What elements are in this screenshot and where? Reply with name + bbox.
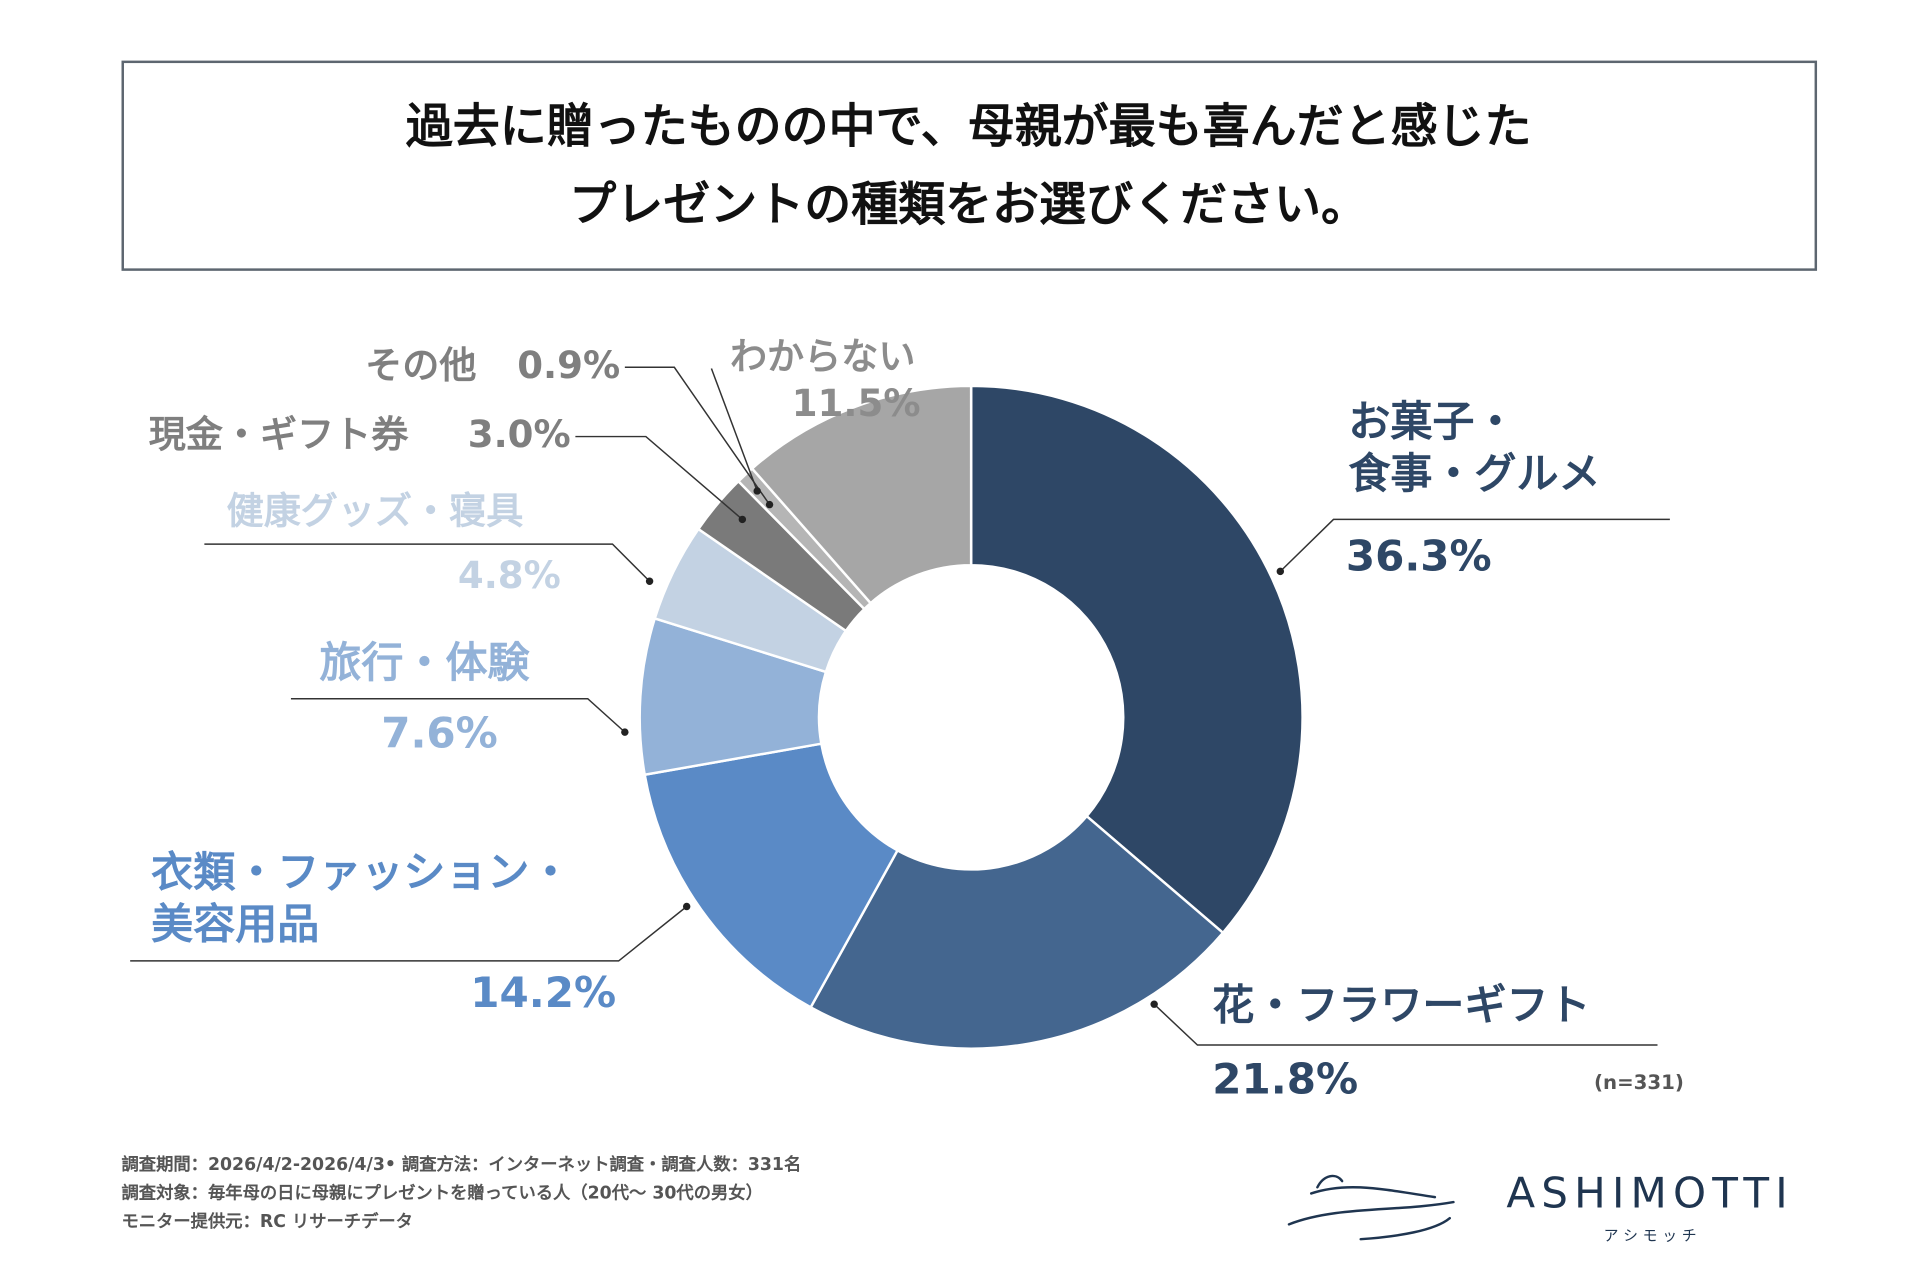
pie-slice bbox=[809, 814, 1225, 1050]
brand-logo-icon bbox=[1287, 1174, 1455, 1241]
leader-line bbox=[1153, 1003, 1658, 1046]
footnote: 調査期間：2026/4/2-2026/4/3• 調査方法：インターネット調査・調… bbox=[122, 1154, 802, 1175]
leader-dot bbox=[738, 515, 747, 524]
slice-label: お菓子・食事・グルメ bbox=[1348, 397, 1600, 498]
leader-line bbox=[624, 366, 771, 506]
chart-title: 過去に贈ったものの中で、母親が最も喜んだと感じた bbox=[406, 99, 1532, 154]
pie-slice bbox=[969, 384, 1304, 935]
logo-wave bbox=[1309, 1186, 1437, 1199]
slice-label: わからない bbox=[730, 335, 915, 378]
leader-line bbox=[130, 905, 688, 962]
footnote: 調査対象：毎年母の日に母親にプレゼントを贈っている人（20代〜 30代の男女） bbox=[122, 1182, 763, 1203]
pie-slice bbox=[750, 384, 973, 605]
leader-dot bbox=[621, 728, 629, 736]
leader-line bbox=[204, 543, 651, 582]
leader-dot bbox=[765, 500, 774, 509]
brand-sub: ア シ モ ッ チ bbox=[1604, 1228, 1697, 1245]
value-label: 7.6% bbox=[381, 708, 498, 757]
leader-dot bbox=[682, 902, 691, 911]
leader-dot bbox=[1150, 1000, 1158, 1008]
slice-label: 花・フラワーギフト bbox=[1212, 980, 1590, 1029]
logo-wave bbox=[1287, 1200, 1455, 1226]
value-label: 14.2% bbox=[470, 968, 616, 1017]
slice-label: その他 bbox=[365, 344, 476, 387]
logo-wave bbox=[1359, 1216, 1451, 1241]
value-label: 11.5% bbox=[792, 382, 921, 425]
leader-line bbox=[710, 368, 758, 492]
slice-label: 健康グッズ・寝具 bbox=[227, 490, 524, 533]
title-box bbox=[121, 60, 1818, 271]
pie-slice bbox=[643, 742, 900, 1009]
leader-dot bbox=[645, 577, 654, 585]
leader-line bbox=[290, 698, 626, 733]
value-label: 0.9% bbox=[517, 344, 620, 387]
leader-line bbox=[575, 435, 743, 520]
footnote: モニター提供元：RC リサーチデータ bbox=[122, 1211, 414, 1232]
value-label: 21.8% bbox=[1212, 1055, 1358, 1104]
leader-dot bbox=[753, 487, 761, 495]
brand-name: ASHIMOTTI bbox=[1506, 1168, 1793, 1217]
leader-dot bbox=[1276, 567, 1285, 576]
logo-wave bbox=[1316, 1174, 1344, 1189]
chart-subtitle: プレゼントの種類をお選びください。 bbox=[569, 177, 1368, 232]
value-label: 4.8% bbox=[458, 554, 561, 597]
sample-note: (n=331) bbox=[1594, 1071, 1684, 1094]
slice-label: 旅行・体験 bbox=[319, 638, 530, 687]
leader-line bbox=[1279, 518, 1670, 572]
value-label: 36.3% bbox=[1346, 531, 1492, 580]
slice-label: 現金・ギフト券 bbox=[149, 413, 410, 456]
value-label: 3.0% bbox=[468, 413, 571, 456]
slice-label: 衣類・ファッション・美容用品 bbox=[151, 847, 571, 948]
